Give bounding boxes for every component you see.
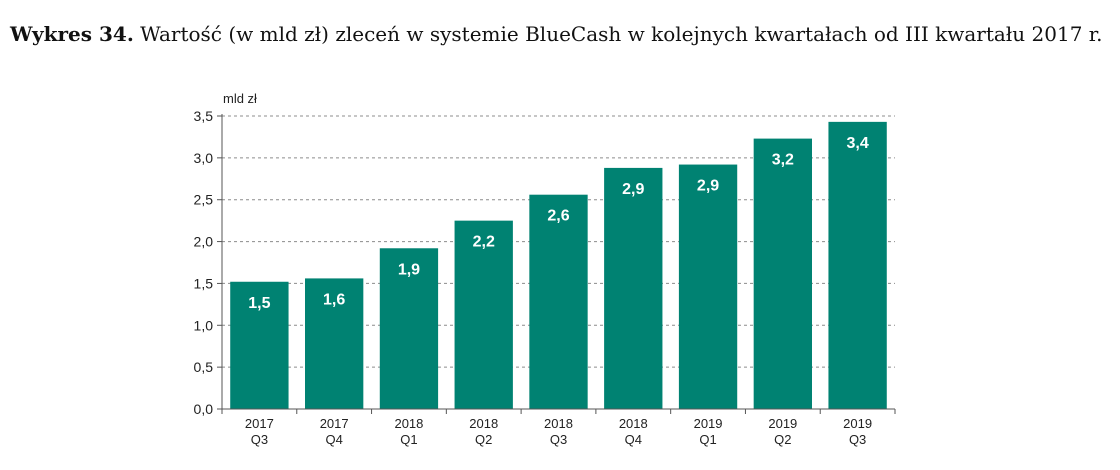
x-tick-label-quarter: Q1 [699, 432, 716, 447]
y-tick-label: 2,5 [194, 192, 214, 208]
bar [828, 121, 887, 410]
x-tick-label-quarter: Q3 [251, 432, 268, 447]
data-label: 2,9 [622, 181, 644, 198]
bar [305, 278, 364, 409]
y-tick-label: 3,0 [194, 150, 214, 166]
x-tick-label-quarter: Q3 [849, 432, 866, 447]
x-tick-label-year: 2019 [768, 416, 797, 431]
bar [604, 167, 663, 409]
bar [230, 281, 289, 409]
x-tick-label-quarter: Q3 [550, 432, 567, 447]
x-tick-label-year: 2018 [619, 416, 648, 431]
bar [753, 138, 812, 410]
data-label: 2,9 [697, 178, 719, 195]
x-tick-label-year: 2018 [544, 416, 573, 431]
y-tick-label: 1,5 [194, 275, 214, 291]
y-tick-label: 2,0 [194, 234, 214, 250]
bars [230, 121, 887, 410]
data-label: 2,6 [547, 208, 569, 225]
bar [454, 220, 513, 409]
y-tick-label: 3,5 [194, 108, 214, 124]
caption-text: Wartość (w mld zł) zleceń w systemie Blu… [133, 22, 1103, 46]
x-tick-label-year: 2017 [245, 416, 274, 431]
x-tick-label-year: 2018 [469, 416, 498, 431]
y-axis-unit-label: mld zł [223, 91, 257, 106]
x-tick-label-year: 2017 [320, 416, 349, 431]
bar [678, 164, 738, 409]
x-tick-label-year: 2019 [843, 416, 872, 431]
chart-caption: Wykres 34. Wartość (w mld zł) zleceń w s… [10, 22, 1110, 46]
axes [217, 114, 896, 414]
x-tick-label-quarter: Q4 [325, 432, 342, 447]
bar [379, 248, 439, 409]
data-label: 1,9 [398, 261, 420, 278]
x-tick-label-year: 2019 [694, 416, 723, 431]
x-tick-label-quarter: Q1 [400, 432, 417, 447]
data-label: 1,5 [248, 295, 270, 312]
data-label: 3,4 [846, 135, 868, 152]
y-tick-label: 1,0 [194, 317, 214, 333]
data-label: 1,6 [323, 291, 345, 308]
x-tick-label-year: 2018 [394, 416, 423, 431]
x-tick-label-quarter: Q2 [774, 432, 791, 447]
data-label: 3,2 [772, 152, 794, 169]
y-tick-label: 0,0 [194, 401, 214, 417]
x-tick-label-quarter: Q2 [475, 432, 492, 447]
x-tick-label-quarter: Q4 [625, 432, 642, 447]
bar [529, 194, 588, 409]
data-label: 2,2 [473, 234, 495, 251]
y-tick-label: 0,5 [194, 359, 214, 375]
caption-label: Wykres 34. [10, 22, 134, 46]
